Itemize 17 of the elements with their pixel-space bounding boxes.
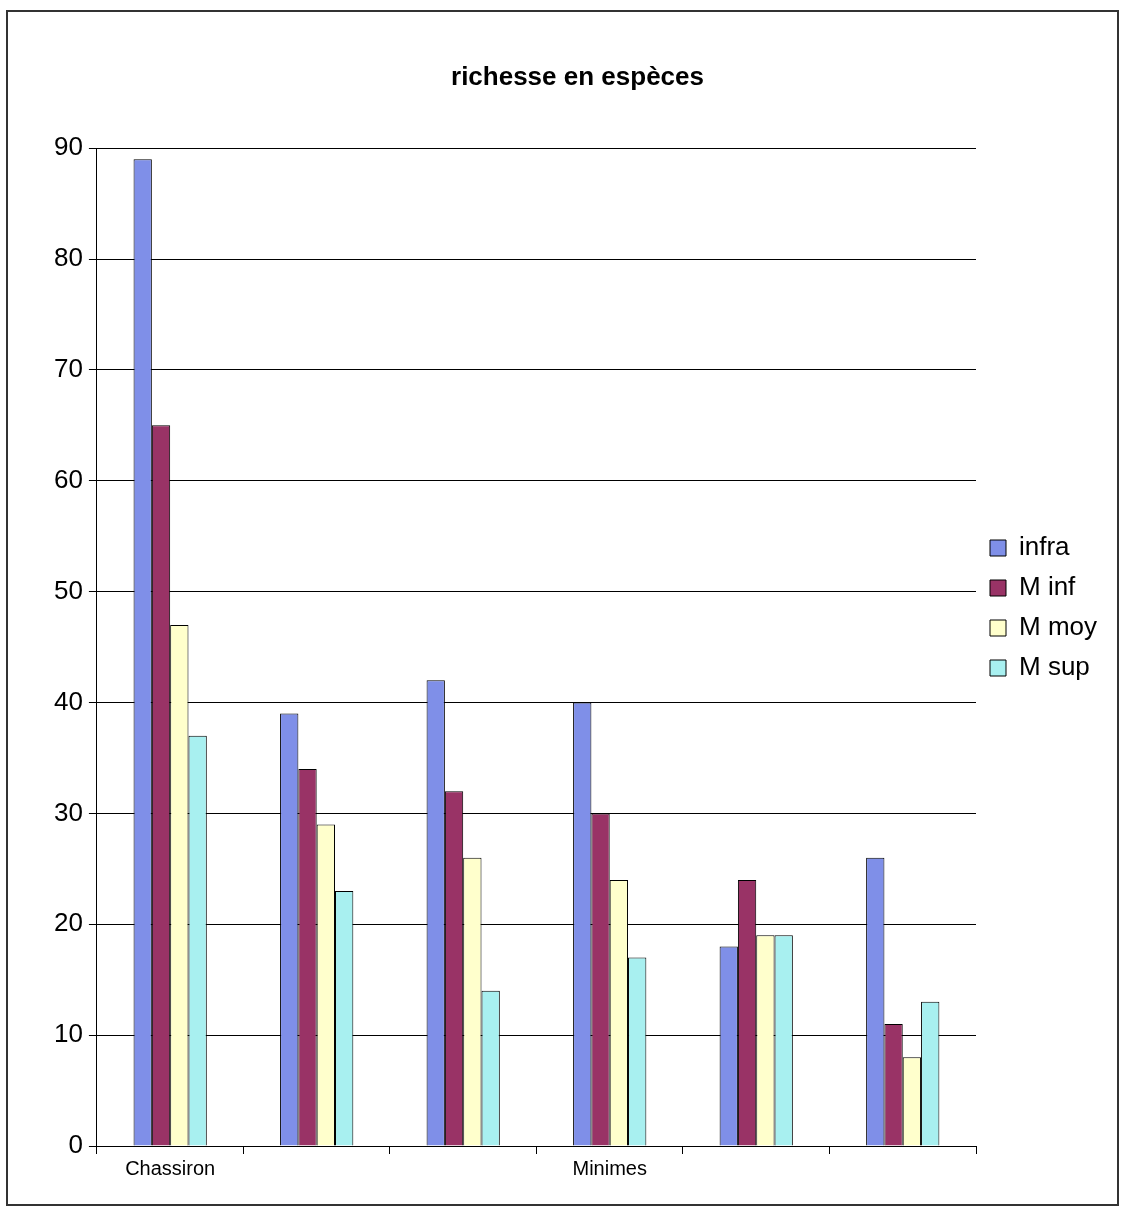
x-tick-label: Chassiron <box>125 1156 216 1179</box>
chart-title: richesse en espèces <box>451 60 704 91</box>
y-tick-label: 20 <box>54 907 83 938</box>
y-tick-label: 40 <box>54 685 83 716</box>
y-tick-label: 50 <box>54 574 83 605</box>
legend-label: infra <box>1019 531 1071 562</box>
y-tick-label: 60 <box>54 463 83 494</box>
legend-label: M inf <box>1019 571 1077 602</box>
y-tick-label: 90 <box>54 131 83 162</box>
y-tick-label: 0 <box>68 1129 83 1160</box>
y-tick-label: 70 <box>54 353 83 384</box>
y-tick-label: 30 <box>54 796 83 827</box>
x-tick-label: Minimes <box>572 1156 647 1179</box>
y-tick-label: 80 <box>54 242 83 273</box>
legend-label: M sup <box>1019 651 1090 682</box>
y-tick-label: 10 <box>54 1018 83 1049</box>
legend-label: M moy <box>1019 611 1097 642</box>
